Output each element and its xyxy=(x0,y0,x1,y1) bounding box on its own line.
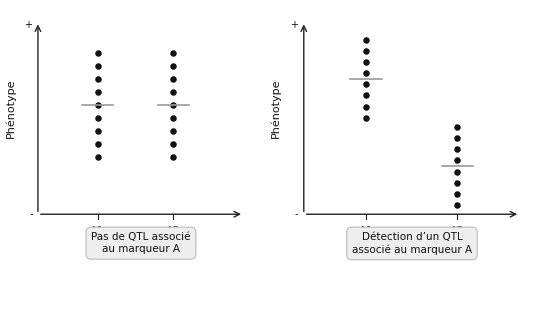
Point xyxy=(93,50,102,55)
Point xyxy=(169,154,178,159)
Point xyxy=(453,180,462,185)
Point xyxy=(453,125,462,130)
Point xyxy=(362,93,371,98)
Text: A1: A1 xyxy=(359,226,373,236)
Text: A1: A1 xyxy=(91,226,105,236)
Point xyxy=(93,141,102,146)
Point xyxy=(362,37,371,42)
Point xyxy=(93,115,102,120)
Point xyxy=(93,154,102,159)
Text: Pas de QTL associé
au marqueur A: Pas de QTL associé au marqueur A xyxy=(91,232,191,254)
Point xyxy=(169,141,178,146)
Text: A2: A2 xyxy=(166,226,181,236)
Point xyxy=(93,76,102,81)
Point xyxy=(362,71,371,76)
Point xyxy=(362,82,371,87)
Text: -: - xyxy=(295,209,298,219)
Point xyxy=(93,102,102,107)
Point xyxy=(93,89,102,94)
Point xyxy=(169,89,178,94)
Text: +: + xyxy=(290,20,298,30)
Point xyxy=(453,158,462,163)
Point xyxy=(169,76,178,81)
Text: Détection d’un QTL
associé au marqueur A: Détection d’un QTL associé au marqueur A xyxy=(352,232,472,255)
Point xyxy=(453,136,462,141)
Text: -: - xyxy=(29,209,33,219)
Point xyxy=(362,115,371,120)
Point xyxy=(362,104,371,109)
Point xyxy=(93,128,102,133)
Point xyxy=(453,191,462,196)
Text: Phénotype: Phénotype xyxy=(270,79,281,138)
Point xyxy=(453,169,462,174)
Point xyxy=(93,63,102,68)
Point xyxy=(169,50,178,55)
Point xyxy=(169,128,178,133)
Point xyxy=(453,203,462,208)
Point xyxy=(453,147,462,152)
Point xyxy=(362,60,371,65)
Point xyxy=(362,48,371,53)
Text: +: + xyxy=(24,20,33,30)
Text: Phénotype: Phénotype xyxy=(5,79,16,138)
Point xyxy=(169,102,178,107)
Point xyxy=(169,63,178,68)
Text: A2: A2 xyxy=(450,226,465,236)
Point xyxy=(169,115,178,120)
